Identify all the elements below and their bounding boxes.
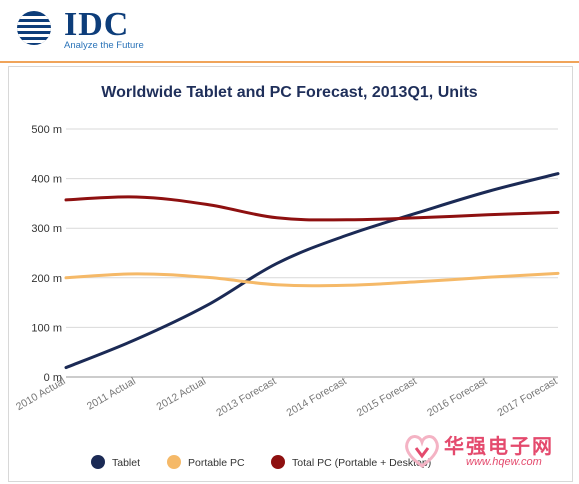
series-line-tablet (64, 172, 560, 370)
x-tick-label: 2015 Forecast (355, 375, 419, 419)
y-tick-label: 300 m (31, 223, 62, 235)
header: IDC Analyze the Future (0, 0, 579, 60)
watermark-text: 华强电子网 (444, 434, 554, 458)
data-point (557, 172, 560, 175)
watermark: 华强电子网 www.hqew.com (400, 428, 570, 476)
logo-text: IDC (64, 6, 130, 43)
header-divider (0, 61, 579, 63)
data-point (346, 218, 349, 221)
data-point (275, 262, 278, 265)
y-tick-label: 0 m (44, 372, 62, 384)
data-point (275, 283, 278, 286)
legend-marker (271, 455, 285, 469)
data-point (135, 272, 138, 275)
legend-marker (167, 455, 181, 469)
data-point (557, 272, 560, 275)
chart-title: Worldwide Tablet and PC Forecast, 2013Q1… (101, 84, 478, 101)
data-point (65, 276, 68, 279)
y-tick-label: 200 m (31, 273, 62, 285)
legend-marker (91, 455, 105, 469)
y-tick-label: 100 m (31, 322, 62, 334)
x-tick-label: 2010 Actual (14, 375, 68, 413)
data-point (135, 195, 138, 198)
data-point (205, 276, 208, 279)
heart-logo-icon (405, 435, 439, 468)
data-point (416, 211, 419, 214)
series-line-portable-pc (64, 271, 560, 288)
data-point (416, 280, 419, 283)
data-point (486, 190, 489, 193)
x-tick-label: 2014 Forecast (285, 375, 349, 419)
data-point (135, 338, 138, 341)
data-point (205, 304, 208, 307)
x-tick-label: 2013 Forecast (214, 375, 278, 419)
data-point (65, 198, 68, 201)
watermark-url: www.hqew.com (466, 456, 542, 468)
x-tick-label: 2011 Actual (85, 375, 138, 412)
data-point (486, 213, 489, 216)
legend-label: Tablet (112, 457, 140, 469)
data-point (205, 203, 208, 206)
data-point (416, 216, 419, 219)
y-tick-label: 400 m (31, 174, 62, 186)
x-tick-label: 2012 Actual (155, 375, 209, 413)
x-tick-label: 2017 Forecast (495, 375, 559, 419)
data-point (346, 284, 349, 287)
x-tick-label: 2016 Forecast (425, 375, 489, 419)
legend-label: Portable PC (188, 457, 245, 469)
data-point (275, 216, 278, 219)
data-point (65, 366, 68, 369)
data-point (346, 234, 349, 237)
data-point (486, 276, 489, 279)
series-line-total-pc-portable-desktop (64, 195, 560, 222)
logo-tagline: Analyze the Future (64, 40, 144, 51)
globe-icon (17, 11, 51, 45)
legend-label: Total PC (Portable + Desktop) (292, 457, 431, 469)
data-point (557, 211, 560, 214)
y-tick-label: 500 m (31, 124, 62, 136)
idc-logo: IDC Analyze the Future (14, 6, 154, 51)
